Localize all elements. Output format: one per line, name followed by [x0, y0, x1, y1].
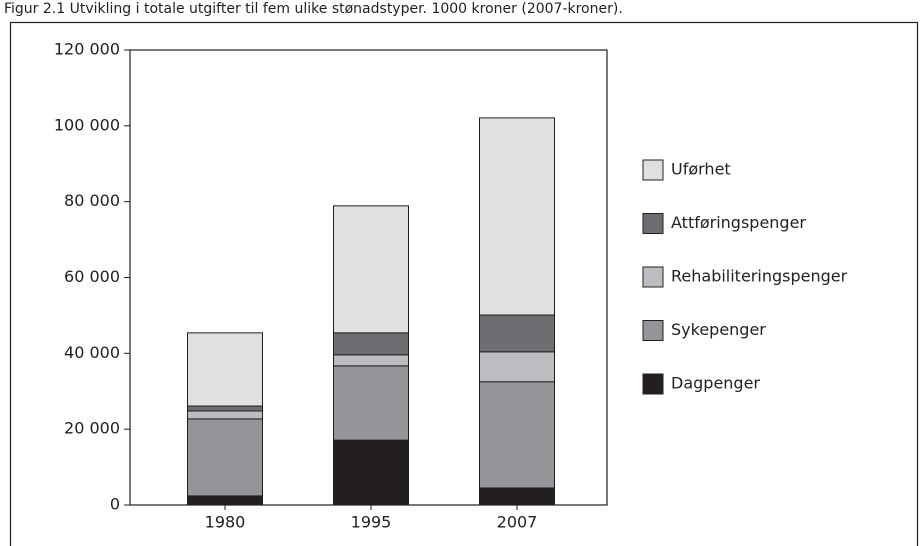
bar-segment [333, 439, 409, 506]
y-tick-label: 100 000 [54, 115, 120, 134]
bar-segment [479, 314, 555, 353]
y-tick-label: 120 000 [54, 40, 120, 59]
legend-label: Sykepenger [671, 320, 766, 339]
y-tick-label: 20 000 [64, 419, 120, 438]
bar-segment [333, 332, 409, 356]
bar-segment [187, 405, 263, 412]
x-tick-label: 1980 [205, 513, 246, 532]
chart-title: Figur 2.1 Utvikling i totale utgifter ti… [4, 1, 623, 17]
y-tick-label: 60 000 [64, 267, 120, 286]
legend-label: Rehabiliteringspenger [671, 267, 848, 286]
legend-swatch [642, 373, 664, 395]
bar-segment [479, 351, 555, 383]
legend-label: Dagpenger [671, 374, 760, 393]
legend-swatch [642, 320, 664, 341]
bar-segment [333, 205, 409, 334]
bar-segment [187, 495, 263, 506]
bar-segment [479, 487, 555, 506]
bar-segment [333, 354, 409, 367]
bar-segment [187, 410, 263, 420]
legend-swatch [642, 266, 664, 288]
bar-segment [187, 418, 263, 497]
x-tick-label: 1995 [351, 513, 392, 532]
bar-segment [333, 365, 409, 441]
bar-segment [187, 332, 263, 407]
bar-segment [479, 381, 555, 489]
y-tick-label: 40 000 [64, 343, 120, 362]
legend-label: Uførhet [671, 160, 731, 179]
bar-segment [479, 117, 555, 316]
legend-swatch [642, 213, 664, 234]
frame [9, 21, 919, 546]
y-tick-label: 80 000 [64, 191, 120, 210]
legend-label: Attføringspenger [671, 213, 806, 232]
x-tick-label: 2007 [497, 513, 538, 532]
legend-swatch [642, 159, 664, 181]
y-tick-label: 0 [110, 495, 120, 514]
